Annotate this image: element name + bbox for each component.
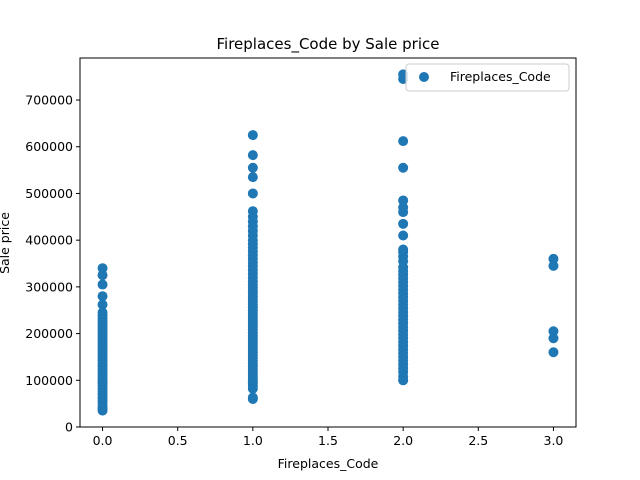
data-point bbox=[398, 136, 409, 147]
legend: Fireplaces_Code bbox=[405, 63, 570, 92]
data-point bbox=[398, 244, 409, 255]
y-tick-label: 200000 bbox=[25, 326, 73, 341]
data-point bbox=[247, 172, 258, 183]
y-tick-label: 500000 bbox=[25, 186, 73, 201]
data-point bbox=[548, 253, 559, 264]
data-point bbox=[548, 260, 559, 271]
x-axis-label: Fireplaces_Code bbox=[278, 456, 379, 471]
data-point bbox=[398, 162, 409, 173]
legend-box bbox=[405, 63, 570, 92]
data-point bbox=[97, 307, 108, 318]
x-tick-label: 0.5 bbox=[168, 433, 188, 448]
x-tick-label: 3.0 bbox=[544, 433, 564, 448]
data-point bbox=[247, 206, 258, 217]
y-axis-label: Sale price bbox=[0, 212, 12, 274]
x-tick-label: 2.5 bbox=[468, 433, 488, 448]
y-tick-label: 300000 bbox=[25, 279, 73, 294]
y-tick-label: 0 bbox=[65, 420, 73, 435]
x-axis-ticks: 0.0 0.5 1.0 1.5 2.0 2.5 3.0 bbox=[93, 427, 564, 448]
chart-title: Fireplaces_Code by Sale price bbox=[217, 35, 440, 54]
data-point bbox=[97, 279, 108, 290]
data-point bbox=[398, 202, 409, 213]
x-tick-label: 1.5 bbox=[318, 433, 338, 448]
data-point bbox=[247, 188, 258, 199]
y-axis-ticks: 0 100000 200000 300000 400000 500000 600000 700… bbox=[25, 93, 80, 435]
data-point bbox=[398, 230, 409, 241]
data-point bbox=[97, 270, 108, 281]
data-point bbox=[548, 347, 559, 358]
y-tick-label: 600000 bbox=[25, 139, 73, 154]
data-point bbox=[398, 218, 409, 229]
data-point bbox=[97, 299, 108, 310]
data-point bbox=[97, 291, 108, 302]
data-point bbox=[247, 162, 258, 173]
data-point bbox=[97, 263, 108, 274]
y-tick-label: 700000 bbox=[25, 93, 73, 108]
data-point bbox=[247, 130, 258, 141]
legend-marker bbox=[419, 72, 429, 82]
x-tick-label: 2.0 bbox=[393, 433, 413, 448]
data-points bbox=[97, 69, 559, 416]
data-point bbox=[247, 150, 258, 161]
x-tick-label: 0.0 bbox=[93, 433, 113, 448]
y-tick-label: 100000 bbox=[25, 373, 73, 388]
y-tick-label: 400000 bbox=[25, 233, 73, 248]
data-point bbox=[548, 333, 559, 344]
data-point bbox=[398, 195, 409, 206]
x-tick-label: 1.0 bbox=[243, 433, 263, 448]
legend-label: Fireplaces_Code bbox=[450, 69, 551, 84]
data-point bbox=[247, 392, 258, 403]
data-point bbox=[548, 326, 559, 337]
